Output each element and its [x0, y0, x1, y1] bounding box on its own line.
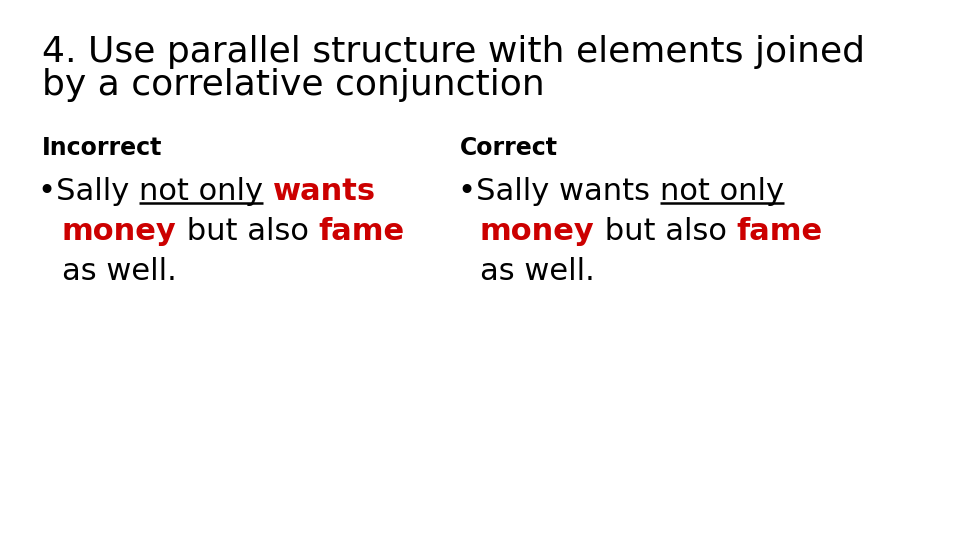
- Text: by a correlative conjunction: by a correlative conjunction: [42, 68, 544, 102]
- Text: fame: fame: [736, 217, 823, 246]
- Text: •Sally: •Sally: [38, 177, 139, 206]
- Text: not only: not only: [660, 177, 783, 206]
- Text: but also: but also: [595, 217, 736, 246]
- Text: 4. Use parallel structure with elements joined: 4. Use parallel structure with elements …: [42, 35, 865, 69]
- Text: money: money: [62, 217, 177, 246]
- Text: fame: fame: [319, 217, 404, 246]
- Text: as well.: as well.: [480, 257, 595, 286]
- Text: wants: wants: [273, 177, 376, 206]
- Text: but also: but also: [177, 217, 319, 246]
- Text: Incorrect: Incorrect: [42, 136, 162, 160]
- Text: not only: not only: [139, 177, 263, 206]
- Text: as well.: as well.: [62, 257, 177, 286]
- Text: money: money: [480, 217, 595, 246]
- Text: Correct: Correct: [460, 136, 558, 160]
- Text: •Sally wants: •Sally wants: [458, 177, 660, 206]
